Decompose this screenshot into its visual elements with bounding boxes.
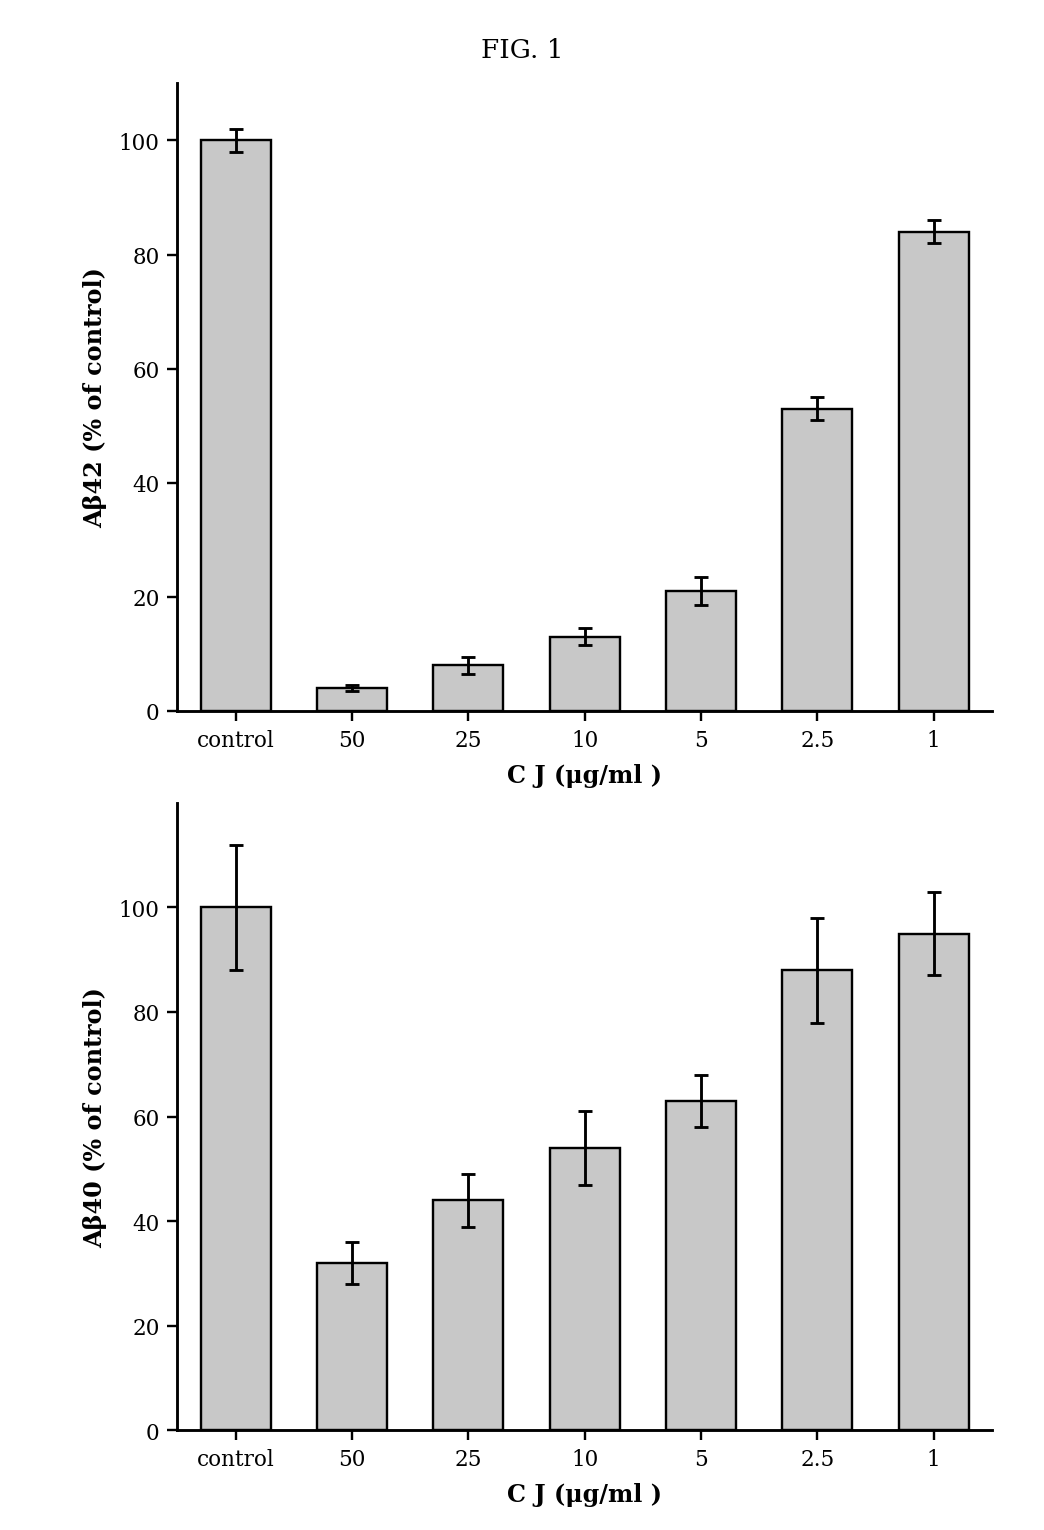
Y-axis label: Aβ40 (% of control): Aβ40 (% of control): [82, 987, 106, 1247]
Bar: [317, 1264, 387, 1431]
X-axis label: C J (μg/ml ): C J (μg/ml ): [507, 1483, 662, 1507]
Bar: [433, 1201, 503, 1431]
X-axis label: C J (μg/ml ): C J (μg/ml ): [507, 763, 662, 788]
Bar: [782, 409, 852, 711]
Text: FIG. 1: FIG. 1: [480, 38, 564, 63]
Bar: [666, 592, 736, 711]
Bar: [666, 1102, 736, 1431]
Bar: [899, 233, 969, 711]
Bar: [200, 907, 270, 1431]
Y-axis label: Aβ42 (% of control): Aβ42 (% of control): [82, 268, 106, 528]
Bar: [782, 970, 852, 1431]
Bar: [317, 688, 387, 711]
Bar: [550, 638, 619, 711]
Bar: [550, 1148, 619, 1431]
Bar: [433, 666, 503, 711]
Bar: [200, 141, 270, 711]
Bar: [899, 933, 969, 1431]
